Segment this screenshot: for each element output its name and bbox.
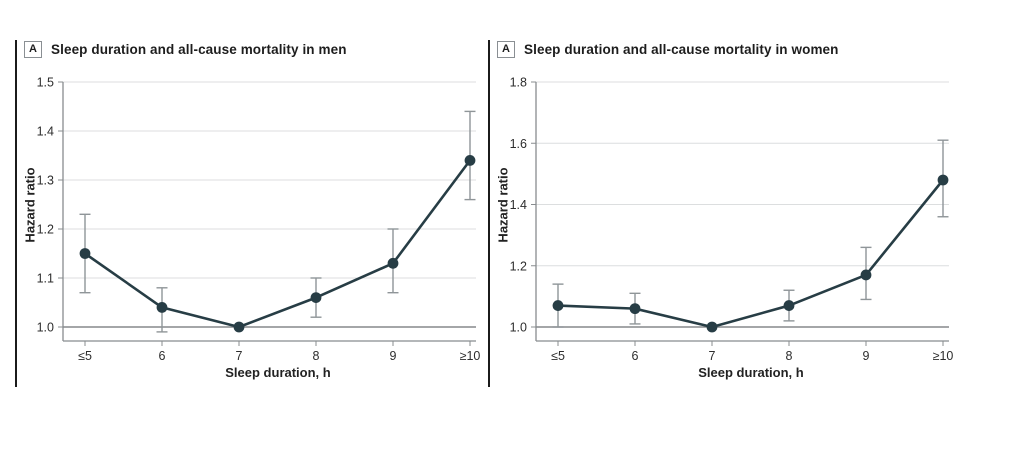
panel-header: A Sleep duration and all-cause mortality… xyxy=(24,41,347,58)
x-tick-label: 9 xyxy=(863,349,870,363)
x-tick-label: 9 xyxy=(390,349,397,363)
line-chart-women: 1.0 1.2 1.4 1.6 1.8 ≤5 6 7 8 9 ≥10 xyxy=(510,76,954,364)
data-point-marker xyxy=(233,321,245,333)
y-tick-label: 1.3 xyxy=(37,174,54,188)
y-tick-label: 1.8 xyxy=(510,76,527,90)
x-tick-label: ≤5 xyxy=(78,349,92,363)
y-axis-title: Hazard ratio xyxy=(22,167,38,243)
x-tick-label: 8 xyxy=(313,349,320,363)
x-axis-title: Sleep duration, h xyxy=(698,365,804,380)
panel-header: A Sleep duration and all-cause mortality… xyxy=(497,41,839,58)
trend-line xyxy=(556,178,945,329)
data-point-marker xyxy=(706,321,718,333)
data-point-marker xyxy=(79,248,91,259)
panel-label-badge: A xyxy=(24,41,42,58)
panel-men: A Sleep duration and all-cause mortality… xyxy=(15,40,488,388)
data-point-marker xyxy=(387,257,399,269)
data-point-marker xyxy=(783,300,795,311)
x-tick-label: ≤5 xyxy=(551,349,565,363)
y-tick-label: 1.4 xyxy=(37,125,54,139)
y-tick-label: 1.4 xyxy=(510,198,527,212)
x-tick-label: 7 xyxy=(709,349,716,363)
panel-left-rule xyxy=(15,40,17,387)
y-tick-label: 1.0 xyxy=(37,321,54,335)
x-tick-label: 7 xyxy=(236,349,243,363)
panel-left-rule xyxy=(488,40,490,387)
panel-women: A Sleep duration and all-cause mortality… xyxy=(488,40,961,388)
y-tick-label: 1.0 xyxy=(510,321,527,335)
x-tick-label: 6 xyxy=(632,349,639,363)
panel-title: Sleep duration and all-cause mortality i… xyxy=(51,42,347,57)
trend-line xyxy=(83,159,472,329)
data-point-marker xyxy=(629,303,641,315)
x-tick-label: 8 xyxy=(786,349,793,363)
y-tick-label: 1.1 xyxy=(37,272,54,286)
y-tick-label: 1.6 xyxy=(510,137,527,151)
data-point-marker xyxy=(860,269,872,281)
data-point-marker xyxy=(552,300,564,311)
panel-label-badge: A xyxy=(497,41,515,58)
y-tick-label: 1.2 xyxy=(37,223,54,237)
y-axis-title: Hazard ratio xyxy=(495,167,511,243)
data-point-marker xyxy=(937,174,949,186)
data-point-marker xyxy=(156,302,168,313)
line-chart-men: 1.0 1.1 1.2 1.3 1.4 1.5 ≤5 6 7 8 9 ≥10 xyxy=(37,76,481,364)
x-tick-label: ≥10 xyxy=(933,349,954,363)
panel-title: Sleep duration and all-cause mortality i… xyxy=(524,42,839,57)
data-point-marker xyxy=(464,155,476,166)
x-axis-title: Sleep duration, h xyxy=(225,365,331,380)
x-tick-label: ≥10 xyxy=(460,349,481,363)
x-tick-label: 6 xyxy=(159,349,166,363)
y-tick-label: 1.2 xyxy=(510,259,527,273)
y-tick-label: 1.5 xyxy=(37,76,54,90)
data-point-marker xyxy=(310,292,322,303)
